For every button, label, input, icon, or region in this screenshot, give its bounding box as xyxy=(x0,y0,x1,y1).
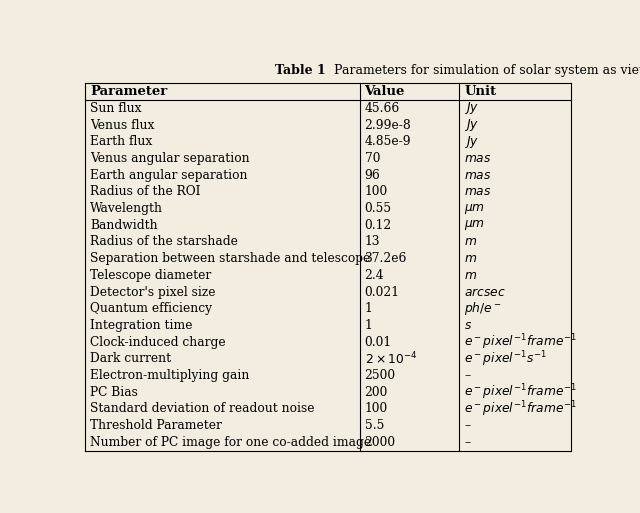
Text: Quantum efficiency: Quantum efficiency xyxy=(90,302,212,315)
Text: Parameters for simulation of solar system as viewed from 10 parsec.: Parameters for simulation of solar syste… xyxy=(326,64,640,77)
Text: $e^-pixel^{-1}frame^{-1}$: $e^-pixel^{-1}frame^{-1}$ xyxy=(464,382,577,402)
Text: 96: 96 xyxy=(365,169,380,182)
Text: 2500: 2500 xyxy=(365,369,396,382)
Text: 2000: 2000 xyxy=(365,436,396,449)
Text: 37.2e6: 37.2e6 xyxy=(365,252,407,265)
Text: Value: Value xyxy=(365,85,405,98)
Text: $m$: $m$ xyxy=(464,252,477,265)
Text: Clock-induced charge: Clock-induced charge xyxy=(90,336,225,349)
Text: $s$: $s$ xyxy=(464,319,472,332)
Text: Table 1: Table 1 xyxy=(275,64,326,77)
Text: Telescope diameter: Telescope diameter xyxy=(90,269,211,282)
Text: 0.01: 0.01 xyxy=(365,336,392,349)
Text: 0.55: 0.55 xyxy=(365,202,392,215)
Text: $e^-pixel^{-1}frame^{-1}$: $e^-pixel^{-1}frame^{-1}$ xyxy=(464,332,577,352)
Text: 4.85e-9: 4.85e-9 xyxy=(365,135,411,148)
Text: $mas$: $mas$ xyxy=(464,169,492,182)
Text: Radius of the starshade: Radius of the starshade xyxy=(90,235,238,248)
Text: $m$: $m$ xyxy=(464,269,477,282)
Text: Radius of the ROI: Radius of the ROI xyxy=(90,185,200,199)
Text: 5.5: 5.5 xyxy=(365,419,384,432)
Text: Earth angular separation: Earth angular separation xyxy=(90,169,248,182)
Text: 1: 1 xyxy=(365,319,372,332)
Text: 13: 13 xyxy=(365,235,380,248)
Text: $Jy$: $Jy$ xyxy=(464,101,479,116)
Text: $\mu m$: $\mu m$ xyxy=(464,202,485,215)
Text: PC Bias: PC Bias xyxy=(90,386,138,399)
Text: Bandwidth: Bandwidth xyxy=(90,219,157,232)
Text: Earth flux: Earth flux xyxy=(90,135,152,148)
Text: Number of PC image for one co-added image: Number of PC image for one co-added imag… xyxy=(90,436,371,449)
Text: $\mu m$: $\mu m$ xyxy=(464,218,485,232)
Text: $Jy$: $Jy$ xyxy=(464,117,479,133)
Text: $Jy$: $Jy$ xyxy=(464,134,479,150)
Text: Unit: Unit xyxy=(464,85,497,98)
Text: 2.99e-8: 2.99e-8 xyxy=(365,119,412,131)
Text: $2 \times 10^{-4}$: $2 \times 10^{-4}$ xyxy=(365,350,417,367)
Text: –: – xyxy=(464,436,470,449)
Text: 45.66: 45.66 xyxy=(365,102,400,115)
Text: 2.4: 2.4 xyxy=(365,269,384,282)
Text: Electron-multiplying gain: Electron-multiplying gain xyxy=(90,369,250,382)
Text: Venus flux: Venus flux xyxy=(90,119,154,131)
Text: 70: 70 xyxy=(365,152,380,165)
Text: Detector's pixel size: Detector's pixel size xyxy=(90,286,216,299)
Text: Venus angular separation: Venus angular separation xyxy=(90,152,250,165)
Text: Dark current: Dark current xyxy=(90,352,171,365)
Text: $arcsec$: $arcsec$ xyxy=(464,286,506,299)
Text: Integration time: Integration time xyxy=(90,319,193,332)
Text: Threshold Parameter: Threshold Parameter xyxy=(90,419,222,432)
Text: Wavelength: Wavelength xyxy=(90,202,163,215)
Text: Separation between starshade and telescope: Separation between starshade and telesco… xyxy=(90,252,370,265)
Text: 0.12: 0.12 xyxy=(365,219,392,232)
Text: Parameter: Parameter xyxy=(90,85,167,98)
Text: $ph/e^-$: $ph/e^-$ xyxy=(464,300,502,317)
Text: $e^-pixel^{-1}s^{-1}$: $e^-pixel^{-1}s^{-1}$ xyxy=(464,349,547,369)
Text: –: – xyxy=(464,369,470,382)
Text: Standard deviation of readout noise: Standard deviation of readout noise xyxy=(90,402,314,416)
Text: Sun flux: Sun flux xyxy=(90,102,141,115)
Text: $e^-pixel^{-1}frame^{-1}$: $e^-pixel^{-1}frame^{-1}$ xyxy=(464,399,577,419)
Text: 1: 1 xyxy=(365,302,372,315)
Text: $m$: $m$ xyxy=(464,235,477,248)
Text: 100: 100 xyxy=(365,402,388,416)
Text: $mas$: $mas$ xyxy=(464,152,492,165)
Text: –: – xyxy=(464,419,470,432)
Text: 200: 200 xyxy=(365,386,388,399)
Text: $mas$: $mas$ xyxy=(464,185,492,199)
Text: 0.021: 0.021 xyxy=(365,286,399,299)
Text: 100: 100 xyxy=(365,185,388,199)
